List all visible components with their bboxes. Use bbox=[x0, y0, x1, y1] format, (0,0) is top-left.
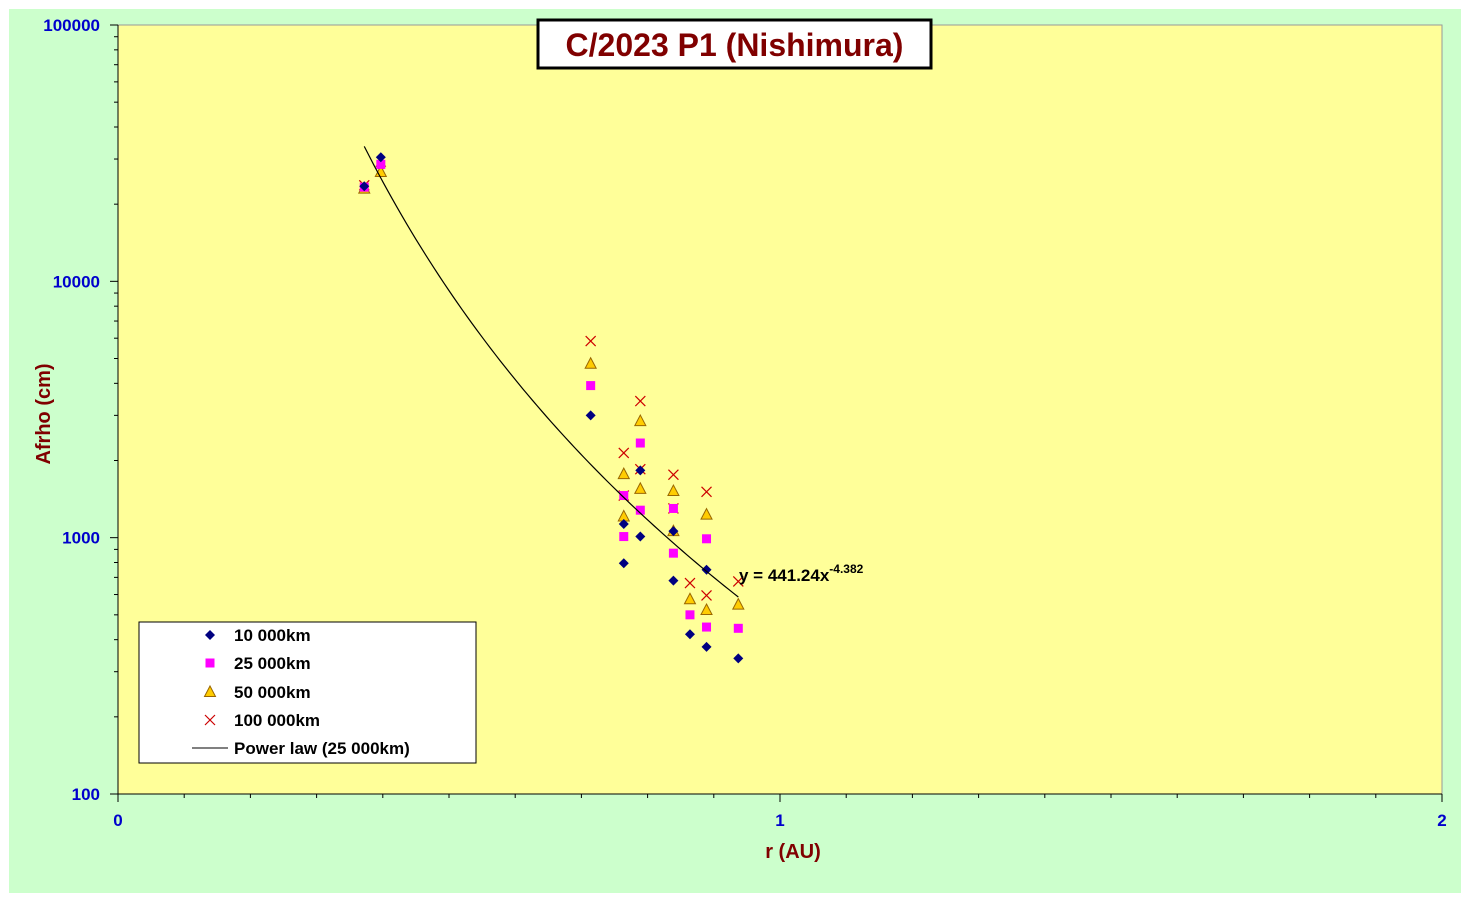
y-tick-label: 1000 bbox=[62, 529, 100, 548]
data-point-diamond bbox=[684, 629, 695, 640]
data-point-diamond bbox=[618, 519, 629, 530]
x-tick-label: 1 bbox=[775, 811, 784, 830]
data-point-x bbox=[684, 577, 696, 589]
legend-item: 100 000km bbox=[204, 711, 320, 730]
y-axis-label: Afrho (cm) bbox=[33, 363, 55, 464]
y-tick-label: 100 bbox=[72, 785, 100, 804]
data-point-diamond bbox=[359, 181, 370, 192]
data-point-square bbox=[619, 532, 629, 542]
legend-item: 25 000km bbox=[205, 654, 311, 673]
data-point-square bbox=[376, 159, 386, 169]
x-tick-label: 2 bbox=[1437, 811, 1446, 830]
series-diamond bbox=[359, 152, 744, 664]
data-point-x bbox=[732, 575, 744, 587]
legend-item: 50 000km bbox=[203, 683, 311, 702]
data-point-square bbox=[702, 534, 712, 544]
data-point-triangle bbox=[700, 602, 713, 616]
legend-item: Power law (25 000km) bbox=[192, 739, 410, 758]
legend: 10 000km 25 000km 50 000km 100 000km Power l… bbox=[138, 621, 477, 764]
legend-marker-triangle bbox=[203, 684, 217, 697]
data-point-x bbox=[585, 335, 597, 347]
power-law-fit-line bbox=[363, 146, 739, 598]
x-axis: 0 1 2 bbox=[113, 793, 1447, 830]
data-point-square bbox=[619, 491, 629, 501]
data-point-diamond bbox=[733, 653, 744, 664]
data-point-x bbox=[634, 395, 646, 407]
data-point-diamond bbox=[585, 410, 596, 421]
x-axis-label: r (AU) bbox=[765, 841, 821, 863]
data-point-triangle bbox=[617, 467, 631, 480]
series-layer bbox=[357, 152, 745, 664]
data-point-square bbox=[586, 381, 596, 391]
legend-marker-diamond bbox=[205, 630, 215, 640]
legend-marker-x bbox=[204, 714, 216, 726]
data-point-diamond bbox=[668, 526, 679, 537]
title-box bbox=[536, 18, 933, 70]
legend-items: 10 000km 25 000km 50 000km 100 000km Power l… bbox=[192, 626, 410, 758]
data-point-x bbox=[701, 590, 712, 601]
x-tick-label: 0 bbox=[113, 811, 122, 830]
data-point-triangle bbox=[700, 507, 713, 520]
data-point-square bbox=[668, 548, 678, 558]
data-point-triangle bbox=[633, 413, 647, 427]
data-point-triangle bbox=[731, 597, 745, 610]
data-point-square bbox=[635, 438, 645, 448]
data-point-square bbox=[668, 503, 678, 513]
legend-label: Power law (25 000km) bbox=[234, 739, 410, 758]
data-point-diamond bbox=[635, 531, 646, 542]
data-point-x bbox=[667, 469, 679, 481]
data-point-x bbox=[618, 447, 630, 459]
fit-equation-main: y = 441.24x bbox=[739, 566, 830, 585]
legend-marker-square bbox=[205, 658, 215, 668]
legend-label: 25 000km bbox=[234, 654, 311, 673]
data-point-triangle bbox=[683, 592, 697, 605]
data-point-square bbox=[685, 610, 695, 620]
legend-label: 10 000km bbox=[234, 626, 311, 645]
legend-label: 50 000km bbox=[234, 683, 311, 702]
data-point-triangle bbox=[667, 483, 680, 497]
data-point-triangle bbox=[584, 356, 597, 369]
data-point-diamond bbox=[618, 558, 629, 569]
data-point-diamond bbox=[701, 564, 712, 575]
fit-equation-exponent: -4.382 bbox=[829, 562, 863, 576]
chart-title: C/2023 P1 (Nishimura) bbox=[566, 27, 904, 63]
data-point-diamond bbox=[701, 641, 712, 652]
data-point-square bbox=[635, 505, 645, 515]
data-point-triangle bbox=[633, 481, 647, 494]
legend-item: 10 000km bbox=[205, 626, 311, 645]
legend-box bbox=[138, 621, 477, 764]
data-point-diamond bbox=[635, 465, 646, 476]
data-point-diamond bbox=[668, 575, 679, 586]
fit-equation-annotation: y = 441.24x-4.382 bbox=[739, 562, 864, 585]
fit-layer bbox=[363, 146, 739, 598]
data-point-x bbox=[701, 486, 712, 498]
y-axis: 100 1000 10000 100000 bbox=[43, 16, 119, 804]
data-point-square bbox=[733, 623, 743, 633]
data-point-diamond bbox=[375, 152, 386, 163]
data-point-square bbox=[702, 622, 712, 632]
y-tick-label: 100000 bbox=[43, 16, 100, 35]
legend-label: 100 000km bbox=[234, 711, 320, 730]
y-tick-label: 10000 bbox=[53, 272, 100, 291]
